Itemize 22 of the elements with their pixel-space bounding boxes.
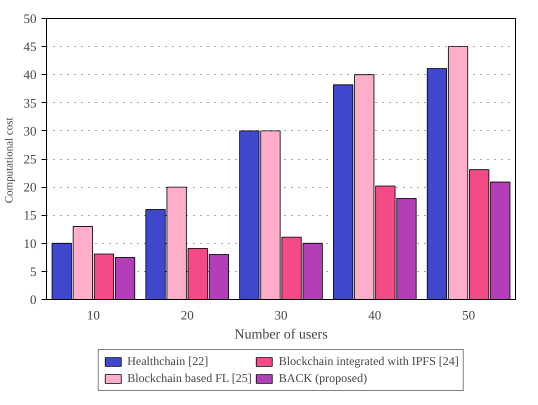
y-tick-label: 40 [24,67,36,82]
x-tick-label: 40 [368,308,382,322]
legend-label: Blockchain integrated with IPFS [24] [278,354,459,369]
y-axis-title: Computational cost [4,117,16,204]
y-tick-label: 0 [30,292,36,307]
y-tick-label: 45 [24,39,36,54]
y-tick-label: 20 [24,180,36,195]
legend-label: BACK (proposed) [278,371,368,386]
x-tick-label: 10 [86,308,100,322]
legend-label: Blockchain based FL [25] [127,371,252,386]
x-tick-label: 50 [462,308,476,322]
y-tick-label: 15 [24,208,36,223]
y-tick-label: 35 [24,95,36,110]
y-tick-label: 30 [24,123,36,138]
x-axis-title: Number of users [234,328,328,342]
x-tick-label: 20 [180,308,194,322]
legend-label: Healthchain [22] [127,354,208,369]
y-tick-label: 50 [24,11,36,26]
y-tick-label: 5 [30,264,36,279]
y-tick-label: 25 [24,152,36,166]
x-tick-label: 30 [274,308,288,322]
y-tick-label: 10 [24,236,36,251]
